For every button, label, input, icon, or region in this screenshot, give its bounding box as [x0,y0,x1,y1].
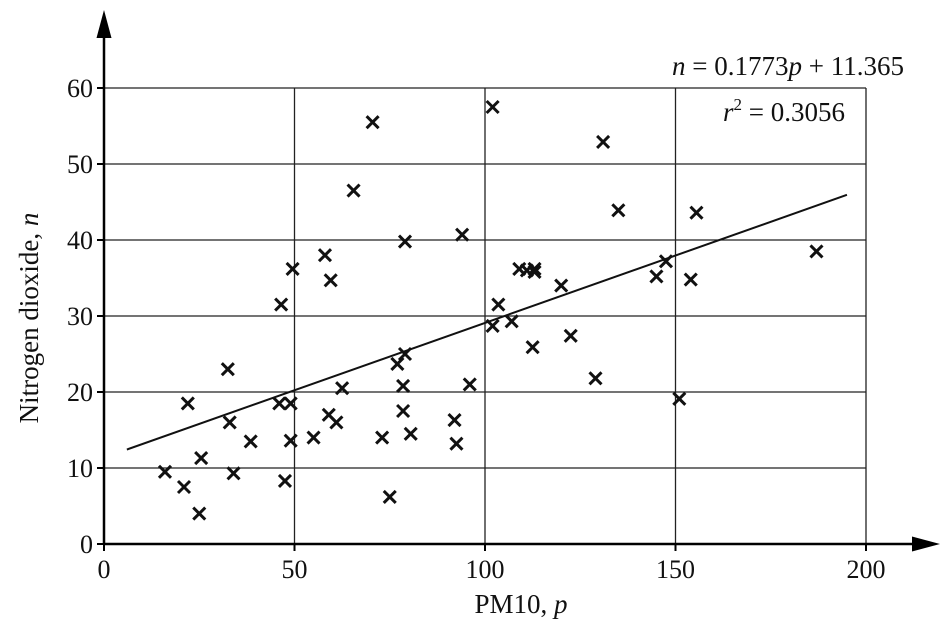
data-point-marker [283,433,298,448]
data-point-marker [220,362,235,377]
data-point-marker [180,396,195,411]
r-squared-value: r2 = 0.3056 [723,95,845,127]
regression-equation: n = 0.1773p + 11.365 [672,51,904,81]
y-tick-label: 50 [67,150,93,179]
data-point-marker [323,273,338,288]
data-point-marker [317,248,333,263]
data-point-marker [192,506,207,521]
data-point-marker [176,479,192,495]
data-point-marker [335,381,350,396]
data-point-marker [447,413,462,428]
data-point-marker [329,415,344,430]
x-tick-label: 50 [282,555,308,584]
data-points [157,99,824,521]
data-point-marker [157,464,173,479]
data-point-marker [397,346,413,362]
data-point-marker [306,430,321,445]
data-point-marker [689,205,704,220]
x-tick-label: 200 [847,555,886,584]
data-point-marker [396,378,411,393]
data-point-marker [397,234,413,249]
data-point-marker [396,403,411,419]
y-tick-label: 20 [67,378,93,407]
data-point-marker [527,264,542,279]
data-point-marker [527,261,542,276]
data-point-marker [283,396,298,411]
data-point-marker [272,396,287,411]
data-point-marker [449,436,464,451]
data-point-marker [285,261,300,276]
data-point-marker [588,371,603,386]
data-point-marker [226,466,241,481]
data-point-marker [346,183,361,198]
data-point-marker [390,356,405,371]
data-point-marker [243,434,258,449]
y-tick-label: 40 [67,226,93,255]
data-point-marker [222,415,237,430]
y-tick-label: 10 [67,454,93,483]
data-point-marker [277,473,293,488]
data-point-marker [485,99,500,115]
data-point-marker [485,318,500,333]
y-axis-label: Nitrogen dioxide, n [14,213,44,424]
data-point-marker [596,134,611,150]
x-tick-label: 100 [466,555,505,584]
data-point-marker [504,314,519,329]
data-point-marker [563,328,578,343]
data-point-marker [403,426,418,441]
data-point-marker [611,203,626,218]
data-point-marker [194,451,209,466]
data-point-marker [809,244,824,259]
data-point-marker [525,340,540,355]
data-point-marker [683,272,698,287]
data-point-marker [672,391,687,406]
data-point-marker [274,297,289,312]
data-point-marker [491,297,506,312]
data-point-marker [375,430,390,445]
x-tick-label: 150 [656,555,695,584]
data-point-marker [658,254,674,269]
x-axis-arrowhead [912,536,940,552]
tick-labels: 0 10 20 30 40 50 60 0 50 100 150 200 [67,74,886,584]
data-point-marker [649,269,664,284]
data-point-marker [455,227,470,242]
y-axis-arrowhead [96,10,112,38]
data-point-marker [554,278,569,293]
y-tick-label: 0 [80,530,93,559]
x-axis-label: PM10, p [474,589,567,619]
y-tick-label: 60 [67,74,93,103]
grid-lines [104,87,867,544]
data-point-marker [462,377,477,392]
y-tick-label: 30 [67,302,93,331]
data-point-marker [365,115,380,130]
x-tick-label: 0 [98,555,111,584]
data-point-marker [382,489,397,504]
